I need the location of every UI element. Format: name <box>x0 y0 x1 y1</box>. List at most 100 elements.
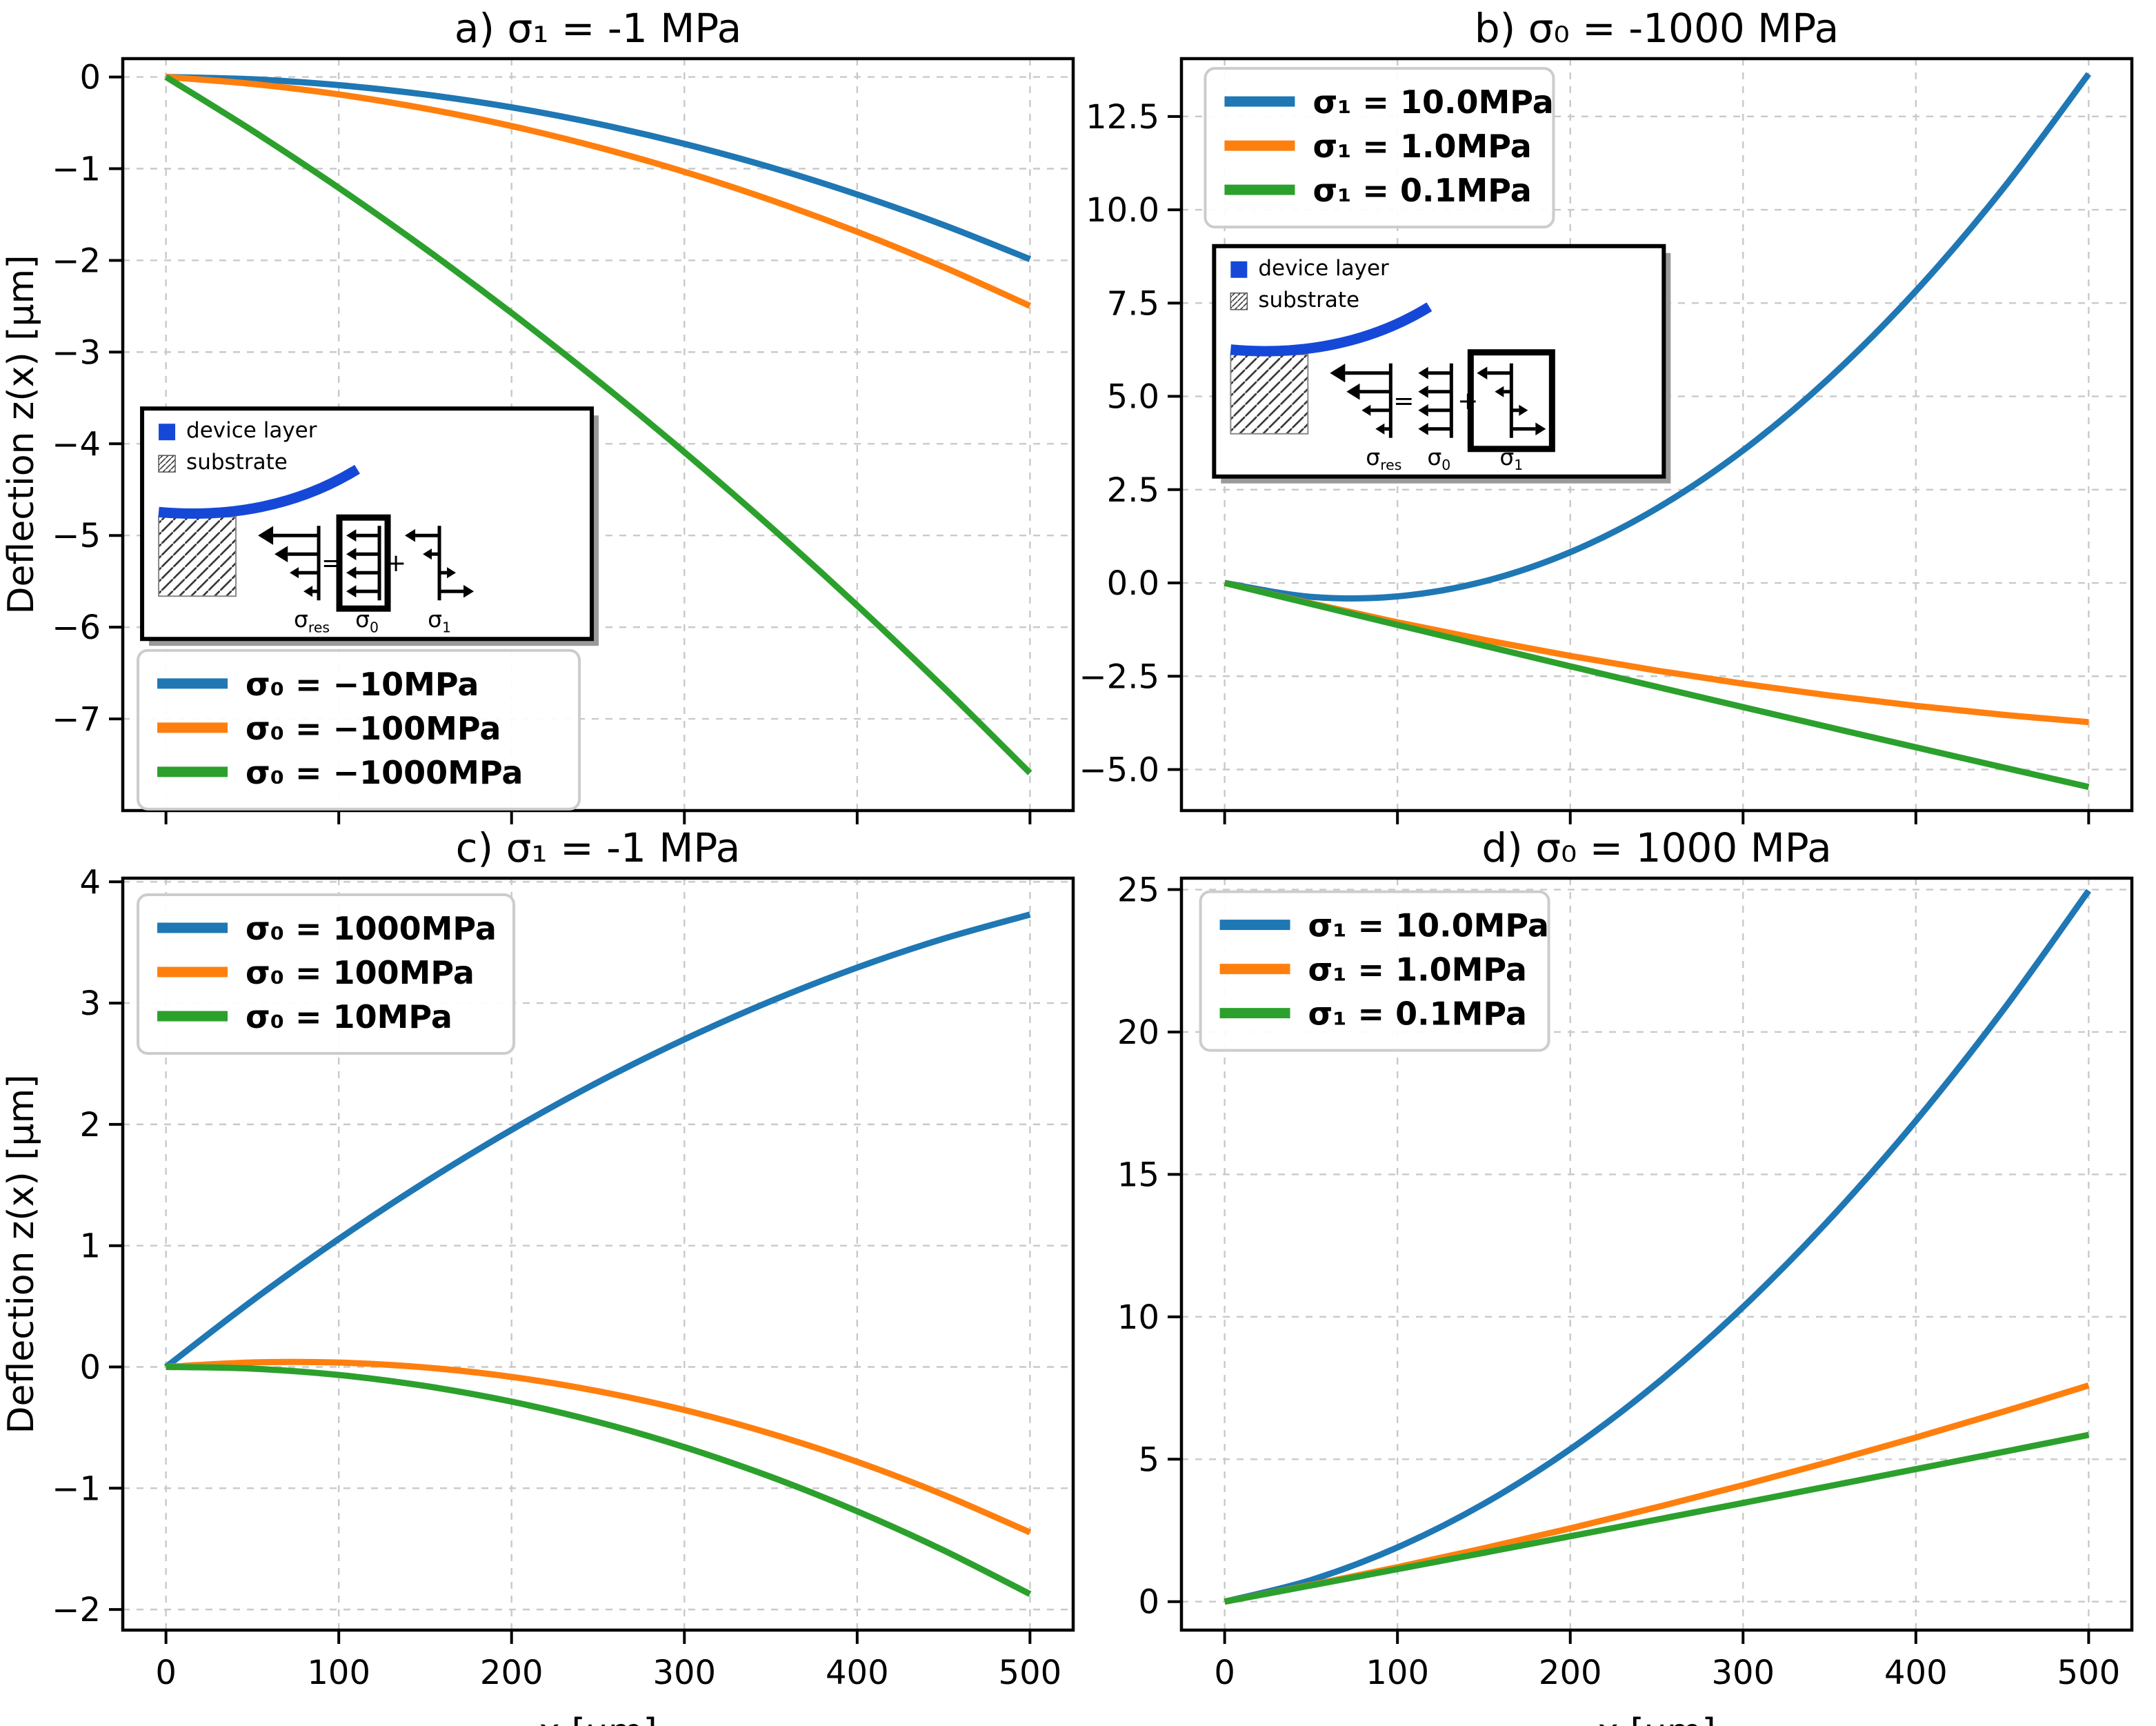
panel-d-xtick-label: 300 <box>1711 1654 1775 1692</box>
stress-arrow-head <box>405 528 416 542</box>
stress-arrow-head <box>346 585 357 598</box>
panel-c-ytick-label: −2 <box>52 1591 101 1629</box>
panel-d-series-line-2 <box>1224 1431 2090 1605</box>
panel-b-ytick-label: 7.5 <box>1107 284 1159 323</box>
substrate-swatch <box>158 455 176 473</box>
highlight-box-sigma-1 <box>1467 349 1555 453</box>
panel-c-legend-label-1: σ₀ = 100MPa <box>246 954 475 991</box>
panel-a-ytick-label: −3 <box>52 333 101 372</box>
panel-a-ytick-label: 0 <box>79 59 101 97</box>
panel-c-ytick-label: 1 <box>79 1227 101 1266</box>
panel-d-legend: σ₁ = 10.0MPa σ₁ = 1.0MPa σ₁ = 0.1MPa <box>1199 890 1550 1052</box>
stress-arrow-head <box>1477 366 1488 380</box>
stress-arrow-head <box>346 566 357 579</box>
panel-a-legend-box <box>137 648 581 811</box>
panel-d: 0 100 200 300 400 500 25 20 15 10 5 0 d) σ₀ = 1000 M… <box>1117 824 2134 1726</box>
panel-d-title: d) σ₀ = 1000 MPa <box>1481 824 1831 871</box>
panel-b-ytick-label: 10.0 <box>1086 191 1159 230</box>
panel-a: 0 −1 −2 −3 −4 −5 −6 −7 a) σ₁ = -1 MPa Deflection … <box>1 5 1075 824</box>
sigma-0-diagram <box>346 526 381 601</box>
sigma-0-label: σ0 <box>1427 444 1450 473</box>
panel-b-spines <box>1179 57 2134 813</box>
sigma-res-diagram <box>258 526 321 601</box>
stress-arrow-head <box>1375 423 1385 435</box>
device-layer-swatch <box>159 424 176 441</box>
stress-arrow-head <box>1361 404 1371 416</box>
sigma-1-diagram <box>405 526 475 601</box>
panel-a-series-line-2 <box>164 74 1032 775</box>
panel-a-ytick-label: −4 <box>52 425 101 464</box>
stress-arrow-head <box>1330 364 1346 383</box>
device-layer-swatch <box>1230 261 1248 278</box>
panel-c-ytick-label: 4 <box>79 863 101 902</box>
substrate-label: substrate <box>186 450 288 475</box>
panel-c-xtick-label: 0 <box>155 1654 177 1692</box>
stress-arrow-head <box>1519 404 1528 416</box>
stress-arrow-head <box>1418 385 1428 398</box>
stress-arrow-head <box>1418 404 1428 417</box>
device-layer-label: device layer <box>1258 256 1389 281</box>
panel-b-series-line-1 <box>1224 579 2089 726</box>
panel-b-legend: σ₁ = 10.0MPa σ₁ = 1.0MPa σ₁ = 0.1MPa <box>1204 67 1555 229</box>
panel-c-xtick-label: 200 <box>480 1654 543 1692</box>
panel-c-series-line-1 <box>166 1358 1032 1536</box>
panel-a-ytick-label: −7 <box>52 700 101 739</box>
panel-c-grid <box>123 878 1073 1630</box>
panel-c-x-axis-label: x [μm] <box>539 1712 657 1726</box>
panel-b-legend-label-2: σ₁ = 0.1MPa <box>1312 172 1531 209</box>
panel-d-xtick-label: 500 <box>2057 1654 2121 1692</box>
equals-sign: = <box>1393 387 1414 415</box>
cantilever-beam <box>1230 302 1433 357</box>
sigma-res-label: σres <box>294 606 330 635</box>
panel-a-ytick-label: −1 <box>52 150 101 189</box>
panel-c-legend-label-2: σ₀ = 10MPa <box>246 998 452 1035</box>
stress-arrow-head <box>290 567 299 579</box>
panel-a-title: a) σ₁ = -1 MPa <box>455 5 741 52</box>
panel-a-y-axis-label: Deflection z(x) [μm] <box>1 255 42 615</box>
stress-arrow-head <box>1346 383 1360 400</box>
stress-arrow-head <box>1495 386 1504 397</box>
stress-arrow-head <box>1418 422 1428 435</box>
sigma-res-label: σres <box>1366 444 1401 473</box>
substrate-block <box>158 516 237 597</box>
stress-arrow-head <box>1418 366 1428 379</box>
stress-arrow-head <box>447 567 457 579</box>
panel-b-legend-label-1: σ₁ = 1.0MPa <box>1312 128 1531 165</box>
panel-b-series-line-0 <box>1224 72 2091 602</box>
panel-b-ytick-label: −2.5 <box>1079 657 1159 696</box>
panel-a-legend-label-2: σ₀ = −1000MPa <box>246 754 523 791</box>
device-layer-label: device layer <box>186 418 317 443</box>
panel-c-xtick-label: 400 <box>826 1654 889 1692</box>
panel-a-series-line-1 <box>166 74 1032 309</box>
stress-arrow-head <box>463 584 475 598</box>
panel-d-spines <box>1179 876 2134 1632</box>
panel-c-xtick-label: 500 <box>999 1654 1062 1692</box>
panel-d-ytick-label: 0 <box>1138 1583 1159 1622</box>
panel-d-legend-label-0: σ₁ = 10.0MPa <box>1308 907 1549 944</box>
stress-arrow-head <box>1535 422 1546 436</box>
panel-a-ytick-label: −6 <box>52 608 101 647</box>
highlight-box-sigma-0 <box>336 514 391 612</box>
panel-c: 0 100 200 300 400 500 4 3 2 1 0 −1 −2 c) σ₁ = -1 MPa D… <box>1 824 1075 1726</box>
sigma-1-diagram <box>1477 363 1546 438</box>
panel-b-series-line-2 <box>1224 579 2090 791</box>
panel-c-xtick-label: 300 <box>652 1654 716 1692</box>
substrate-label: substrate <box>1258 288 1359 313</box>
panel-c-legend-label-0: σ₀ = 1000MPa <box>246 910 497 947</box>
panel-a-legend: σ₀ = −10MPa σ₀ = −100MPa σ₀ = −1000MPa <box>137 648 581 811</box>
panel-b-ytick-label: 2.5 <box>1107 471 1159 510</box>
stress-arrow-head <box>346 548 357 561</box>
panel-d-ytick-label: 25 <box>1117 871 1159 910</box>
stress-arrow-head <box>346 529 357 542</box>
panel-a-legend-label-0: σ₀ = −10MPa <box>246 666 479 703</box>
panel-c-ytick-label: −1 <box>52 1469 101 1508</box>
panel-c-legend-box <box>137 893 516 1055</box>
panel-d-ytick-label: 15 <box>1117 1155 1159 1194</box>
panel-d-x-axis-label: x [μm] <box>1597 1712 1716 1726</box>
panel-a-ticks: 0 −1 −2 −3 −4 −5 −6 −7 <box>52 59 1032 824</box>
sigma-0-label: σ0 <box>355 606 379 635</box>
